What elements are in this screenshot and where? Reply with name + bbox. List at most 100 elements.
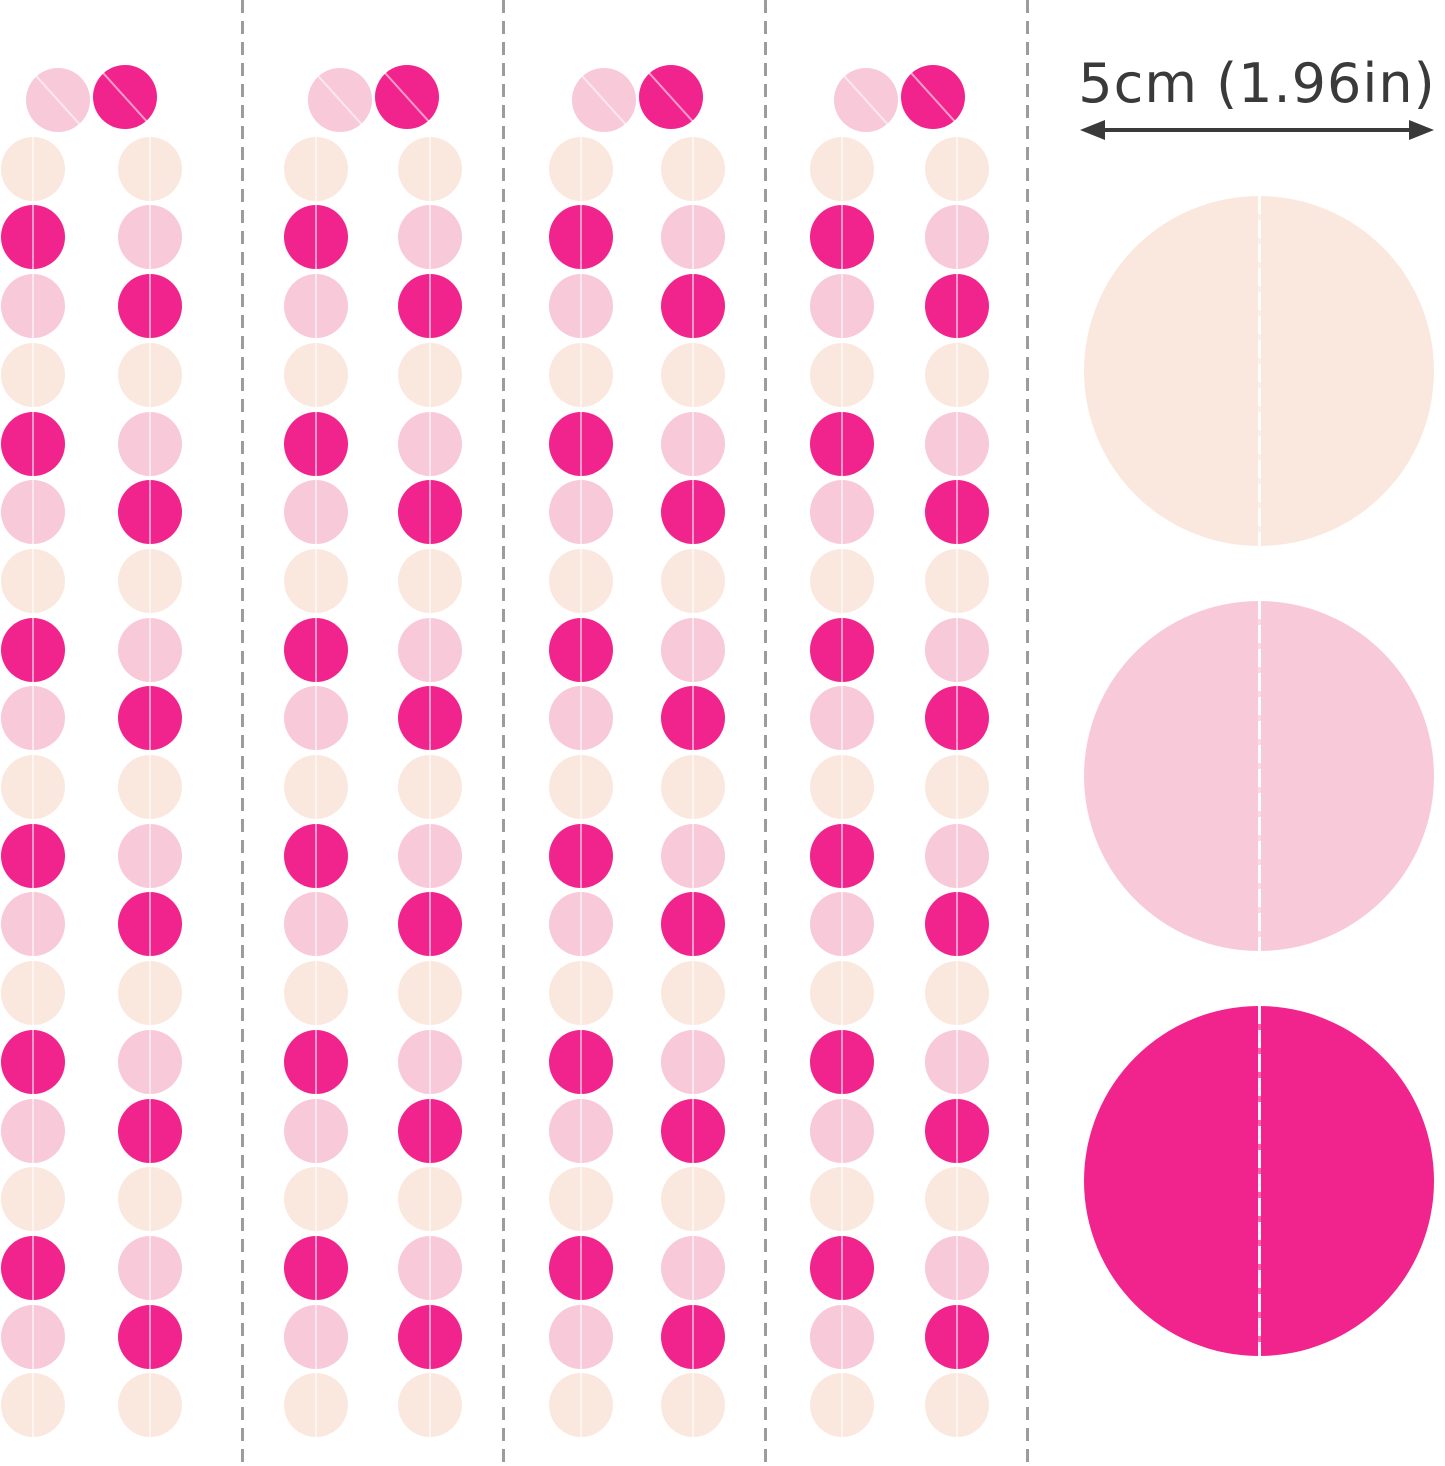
stitch-seam (315, 1372, 317, 1439)
stitch-seam (956, 1165, 958, 1233)
garland-circle-cream (925, 1165, 989, 1233)
stitch-seam (315, 410, 317, 477)
stitch-seam (32, 1097, 34, 1164)
stitch-seam (149, 1234, 151, 1302)
garland-circle-cream (549, 753, 613, 821)
garland-circle-hot_pink (661, 891, 725, 958)
garland-circle-hot_pink (398, 1097, 462, 1164)
garland-circle-hot_pink (1, 1028, 65, 1096)
garland-circle-light_pink (661, 1234, 725, 1302)
stitch-seam (429, 959, 431, 1027)
stitch-seam (692, 547, 694, 615)
stitch-seam (315, 1165, 317, 1233)
garland-circle-hot_pink (284, 616, 348, 683)
garland-circle-light_pink (661, 204, 725, 271)
garland-circle-light_pink (398, 822, 462, 889)
garland-circle-hot_pink (284, 1234, 348, 1302)
stitch-seam (149, 1303, 151, 1370)
stitch-seam (315, 822, 317, 889)
stitch-seam (841, 822, 843, 889)
stitch-seam (32, 616, 34, 683)
garland-circle-light_pink (26, 68, 90, 132)
stitch-seam (32, 822, 34, 889)
stitch-seam (32, 478, 34, 546)
garland-circle-cream (284, 959, 348, 1027)
garland-circle-light_pink (1, 685, 65, 752)
stitch-seam (841, 410, 843, 477)
garland-circle-cream (1, 1372, 65, 1439)
garland-circle-cream (1, 753, 65, 821)
garland-circle-cream (810, 753, 874, 821)
garland-circle-hot_pink (810, 1234, 874, 1302)
stitch-seam (692, 616, 694, 683)
garland-circle-light_pink (118, 1028, 182, 1096)
garland-circle-hot_pink (118, 272, 182, 340)
garland-circle-light_pink (1, 1097, 65, 1164)
garland-circle-cream (810, 1372, 874, 1439)
stitch-seam (149, 1097, 151, 1164)
garland-circle-hot_pink (398, 478, 462, 546)
stitch-seam (1258, 601, 1261, 951)
garland-circle-hot_pink (284, 410, 348, 477)
garland-circle-light_pink (118, 616, 182, 683)
stitch-seam (956, 1372, 958, 1439)
stitch-seam (692, 685, 694, 752)
stitch-seam (315, 959, 317, 1027)
garland-circle-cream (118, 1372, 182, 1439)
stitch-seam (149, 1165, 151, 1233)
stitch-seam (956, 959, 958, 1027)
garland-circle-light_pink (549, 478, 613, 546)
stitch-seam (149, 1028, 151, 1096)
stitch-seam (692, 891, 694, 958)
stitch-seam (692, 1303, 694, 1370)
stitch-seam (580, 753, 582, 821)
stitch-seam (841, 135, 843, 202)
stitch-seam (841, 1097, 843, 1164)
stitch-seam (841, 685, 843, 752)
garland-circle-hot_pink (810, 410, 874, 477)
garland-circle-hot_pink (901, 65, 965, 129)
stitch-seam (149, 410, 151, 477)
garland-circle-hot_pink (118, 891, 182, 958)
stitch-seam (841, 891, 843, 958)
garland-circle-hot_pink (1, 822, 65, 889)
garland-circle-light_pink (661, 1028, 725, 1096)
garland-circle-light_pink (925, 1234, 989, 1302)
garland-circle-cream (284, 1372, 348, 1439)
garland-circle-cream (118, 959, 182, 1027)
garland-circle-light_pink (834, 68, 898, 132)
stitch-seam (580, 547, 582, 615)
garland-circle-hot_pink (638, 65, 703, 129)
garland-circle-cream (661, 341, 725, 409)
stitch-seam (32, 272, 34, 340)
stitch-seam (429, 616, 431, 683)
stitch-seam (429, 272, 431, 340)
garland-circle-light_pink (810, 1097, 874, 1164)
garland-circle-light_pink (925, 204, 989, 271)
stitch-seam (315, 204, 317, 271)
garland-circle-hot_pink (549, 410, 613, 477)
garland-circle-cream (284, 547, 348, 615)
stitch-seam (580, 1165, 582, 1233)
garland-circle-hot_pink (118, 1097, 182, 1164)
garland-circle-light_pink (661, 822, 725, 889)
garland-circle-light_pink (810, 891, 874, 958)
garland-circle-cream (549, 135, 613, 202)
arrow-right-head-icon (1409, 120, 1434, 140)
stitch-seam (841, 1303, 843, 1370)
stitch-seam (315, 341, 317, 409)
stitch-seam (32, 1234, 34, 1302)
garland-circle-hot_pink (549, 822, 613, 889)
garland-circle-hot_pink (549, 1234, 613, 1302)
stitch-seam (956, 822, 958, 889)
stitch-seam (149, 616, 151, 683)
stitch-seam (429, 1234, 431, 1302)
stitch-seam (580, 616, 582, 683)
stitch-seam (692, 959, 694, 1027)
stitch-seam (580, 478, 582, 546)
stitch-seam (32, 1028, 34, 1096)
garland-circle-cream (398, 1372, 462, 1439)
stitch-seam (580, 959, 582, 1027)
stitch-seam (315, 1303, 317, 1370)
swatch-circle-cream (1084, 196, 1434, 546)
